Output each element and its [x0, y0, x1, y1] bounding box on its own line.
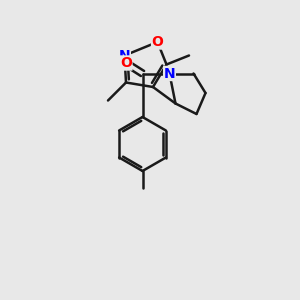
Text: O: O	[120, 56, 132, 70]
Text: O: O	[152, 35, 164, 49]
Text: N: N	[119, 49, 130, 62]
Text: N: N	[164, 67, 175, 80]
